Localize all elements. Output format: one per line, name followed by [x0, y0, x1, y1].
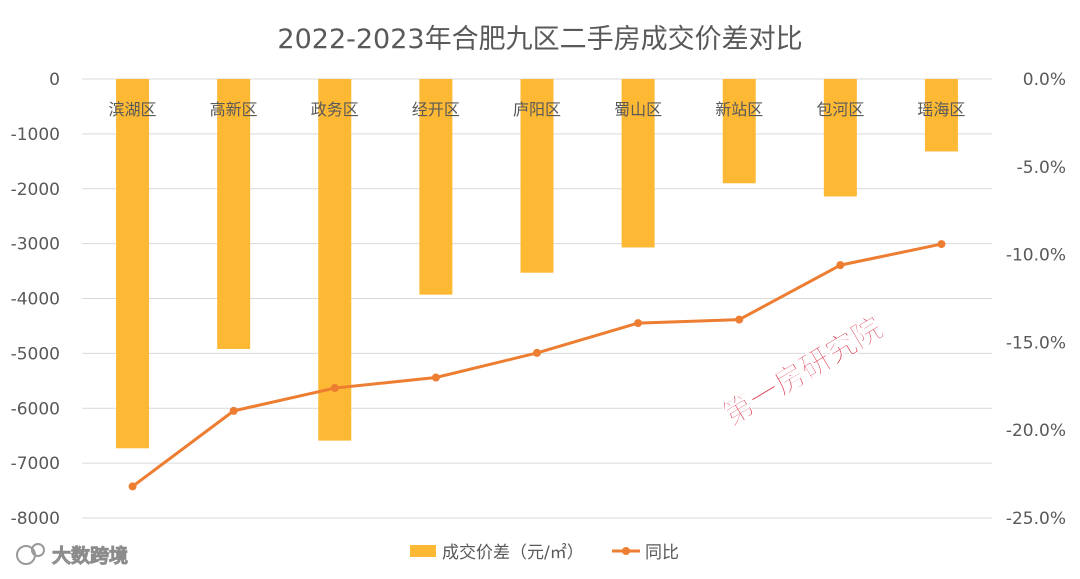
y-right-tick-label: -15.0%	[1006, 333, 1066, 353]
y-left-tick-label: 0	[49, 70, 60, 90]
y-right-tick-label: -20.0%	[1006, 421, 1066, 441]
y-left-tick-label: -8000	[11, 509, 60, 529]
brand-watermark: 大数跨境	[16, 543, 128, 567]
category-label: 滨湖区	[109, 100, 157, 119]
category-label: 瑶海区	[917, 100, 965, 119]
line-point	[533, 348, 541, 357]
watermark-annotation: 第一房研究院	[717, 311, 889, 434]
y-left-tick-label: -5000	[11, 344, 60, 364]
bar	[520, 79, 554, 273]
y-right-tick-label: -10.0%	[1006, 246, 1066, 266]
bar	[924, 79, 958, 152]
legend-swatch-bar	[410, 545, 436, 557]
bar	[419, 79, 453, 295]
line-point	[330, 384, 339, 393]
brand-logo-icon-dot	[31, 543, 45, 557]
y-right-tick-label: 0.0%	[1023, 70, 1066, 90]
legend-label-line: 同比	[645, 543, 679, 563]
category-labels: 滨湖区 高新区 政务区 经开区 庐阳区 蜀山区 新站区 包河区 瑶海区	[109, 100, 966, 119]
bar	[217, 79, 251, 349]
category-label: 包河区	[816, 100, 864, 119]
line-point	[836, 261, 845, 270]
line-point	[229, 406, 238, 415]
category-label: 经开区	[412, 100, 460, 119]
category-label: 新站区	[715, 100, 763, 119]
category-label: 庐阳区	[513, 100, 561, 119]
bar	[722, 79, 756, 184]
y-left-tick-label: -6000	[11, 399, 60, 419]
bar	[318, 79, 352, 441]
y-right-tick-label: -25.0%	[1006, 509, 1066, 529]
y-left-tick-label: -7000	[11, 454, 60, 474]
legend: 成交价差（元/㎡） 同比	[410, 543, 679, 563]
bar	[116, 79, 150, 449]
y-left-tick-label: -3000	[11, 235, 60, 255]
line-point	[128, 482, 137, 491]
y-left-tick-label: -1000	[11, 125, 60, 145]
legend-swatch-line-marker	[622, 547, 630, 555]
y-right-tick-label: -5.0%	[1017, 158, 1066, 178]
y-left-tick-label: -4000	[11, 290, 60, 310]
line-series	[128, 240, 946, 491]
category-label: 蜀山区	[614, 100, 662, 119]
line-point	[735, 315, 744, 324]
legend-label-bar: 成交价差（元/㎡）	[442, 543, 584, 563]
line-point	[431, 373, 440, 382]
line-point	[634, 319, 643, 328]
bar	[823, 79, 857, 197]
category-label: 政务区	[311, 100, 359, 119]
chart-title: 2022-2023年合肥九区二手房成交价差对比	[277, 24, 802, 55]
brand-text: 大数跨境	[52, 544, 128, 567]
category-label: 高新区	[210, 100, 258, 119]
y-axis-right: 0.0% -5.0% -10.0% -15.0% -20.0% -25.0%	[1006, 70, 1066, 529]
y-left-tick-label: -2000	[11, 180, 60, 200]
bar-series	[116, 79, 958, 449]
bar	[621, 79, 655, 248]
line-point	[937, 240, 946, 249]
y-axis-left: 0 -1000 -2000 -3000 -4000 -5000 -6000 -7000 -800…	[11, 70, 60, 529]
